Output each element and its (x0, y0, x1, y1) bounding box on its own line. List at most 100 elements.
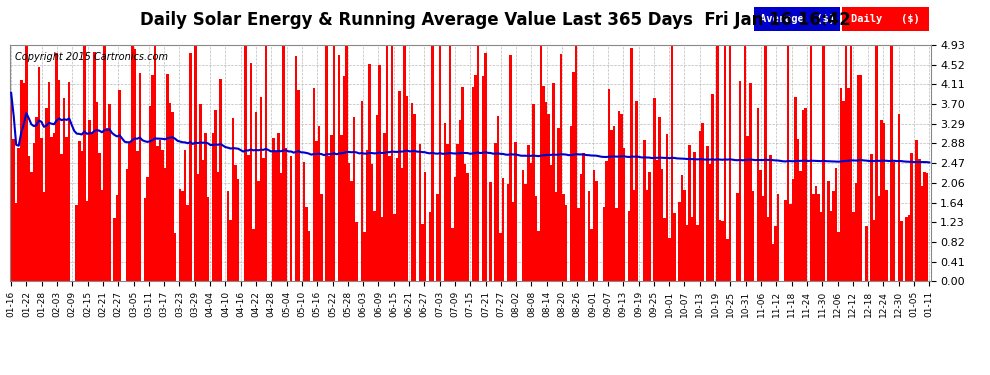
Bar (543, 86, 545, 281)
Bar (147, 177, 148, 281)
Bar (388, 156, 391, 281)
Bar (838, 232, 840, 281)
Bar (55, 53, 57, 281)
Bar (262, 158, 264, 281)
Bar (88, 120, 91, 281)
Bar (587, 190, 590, 281)
Bar (828, 181, 830, 281)
Bar (554, 192, 557, 281)
Bar (101, 190, 103, 281)
Bar (870, 154, 872, 281)
Bar (163, 168, 166, 281)
Bar (544, 102, 547, 281)
Bar (525, 184, 527, 281)
Bar (91, 132, 93, 281)
Bar (830, 211, 833, 281)
Bar (235, 165, 237, 281)
Bar (328, 156, 331, 281)
Bar (43, 192, 46, 281)
Bar (202, 160, 204, 281)
Bar (13, 139, 15, 281)
Bar (161, 150, 163, 281)
Bar (476, 45, 479, 281)
Bar (151, 75, 153, 281)
Bar (370, 165, 373, 281)
Bar (204, 133, 207, 281)
Bar (318, 126, 320, 281)
Bar (515, 142, 517, 281)
Bar (688, 146, 691, 281)
Bar (134, 48, 136, 281)
Bar (197, 174, 199, 281)
Bar (727, 239, 729, 281)
Bar (378, 64, 381, 281)
Bar (489, 182, 492, 281)
Bar (549, 165, 552, 281)
Bar (277, 133, 280, 281)
Bar (681, 175, 683, 281)
Bar (749, 83, 751, 281)
Bar (169, 103, 171, 281)
Bar (217, 172, 219, 281)
Bar (353, 117, 355, 281)
Bar (746, 136, 749, 281)
Bar (820, 212, 822, 281)
Bar (603, 207, 605, 281)
Bar (557, 128, 559, 281)
Bar (275, 151, 277, 281)
Bar (660, 169, 663, 281)
Bar (48, 82, 50, 281)
Bar (305, 207, 308, 281)
Bar (855, 183, 857, 281)
Bar (706, 146, 709, 281)
Bar (153, 45, 156, 281)
Bar (381, 217, 383, 281)
Bar (230, 220, 232, 281)
Bar (663, 217, 665, 281)
Bar (668, 238, 671, 281)
Bar (847, 88, 849, 281)
Bar (108, 104, 111, 281)
Bar (375, 116, 378, 281)
Bar (313, 88, 315, 281)
Bar (673, 213, 676, 281)
Bar (507, 184, 509, 281)
Bar (113, 218, 116, 281)
Bar (898, 114, 900, 281)
Bar (437, 195, 439, 281)
Bar (189, 53, 191, 281)
Bar (737, 193, 739, 281)
Bar (373, 211, 375, 281)
Bar (908, 215, 911, 281)
Bar (396, 158, 398, 281)
Bar (46, 108, 48, 281)
Bar (414, 114, 416, 281)
Bar (623, 148, 626, 281)
Bar (926, 173, 928, 281)
Bar (655, 160, 658, 281)
Bar (743, 45, 746, 281)
Bar (753, 7, 841, 31)
Bar (386, 45, 388, 281)
Bar (766, 217, 769, 281)
Bar (429, 212, 432, 281)
Bar (272, 138, 275, 281)
Bar (439, 45, 442, 281)
Bar (645, 190, 648, 281)
Bar (444, 123, 446, 281)
Bar (10, 93, 13, 281)
Bar (285, 148, 287, 281)
Bar (699, 131, 701, 281)
Bar (547, 114, 549, 281)
Bar (653, 98, 655, 281)
Bar (116, 195, 119, 281)
Bar (227, 191, 230, 281)
Bar (693, 152, 696, 281)
Bar (68, 82, 70, 281)
Bar (613, 126, 616, 281)
Bar (906, 217, 908, 281)
Bar (383, 134, 386, 281)
Bar (207, 197, 209, 281)
Bar (393, 214, 396, 281)
Bar (401, 168, 403, 281)
